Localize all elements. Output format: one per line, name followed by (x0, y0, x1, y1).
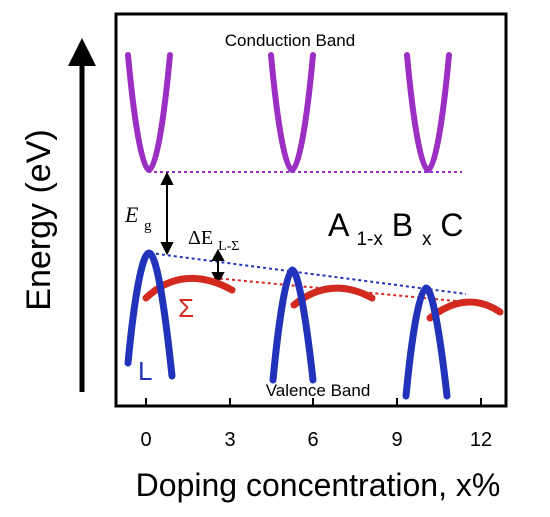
compound-formula: A 1-x B x C (328, 207, 464, 252)
compound-b-sub: x (422, 229, 432, 250)
band-gap-subscript: g (144, 218, 152, 234)
band-gap-label: E g (124, 202, 152, 234)
conduction-band-valleys (125, 52, 452, 174)
x-tick-label-9: 9 (391, 429, 402, 451)
conduction-valley-1 (125, 52, 173, 174)
x-tick-label-0: 0 (140, 429, 151, 451)
l-valley-1 (124, 249, 176, 380)
l-valleys (124, 249, 451, 400)
x-tick-label-12: 12 (470, 429, 492, 451)
band-gap-arrow (160, 171, 174, 256)
band-gap-symbol: E (124, 202, 139, 227)
energy-arrow-head (68, 38, 96, 66)
x-ticks (145, 398, 482, 406)
sigma-valley-3 (426, 298, 504, 322)
plot-frame (114, 12, 508, 408)
compound-c: C (440, 207, 463, 243)
sigma-valleys (142, 274, 504, 322)
delta-e-symbol: ΔE (188, 227, 213, 249)
y-axis-label: Energy (eV) (20, 129, 58, 310)
sigma-label: Σ (178, 293, 194, 323)
l-valley-max-line (149, 252, 467, 295)
band-gap-arrow-head-top (160, 171, 174, 185)
delta-e-label: ΔE L-Σ (188, 227, 239, 254)
compound-a: A (328, 207, 350, 243)
conduction-valley-3 (404, 52, 452, 174)
compound-b: B (392, 207, 413, 243)
l-label: L (138, 356, 152, 386)
conduction-band-label: Conduction Band (225, 31, 355, 50)
x-tick-label-3: 3 (224, 429, 235, 451)
x-axis-label: Doping concentration, x% (136, 467, 501, 503)
sigma-valley-1 (142, 274, 236, 302)
delta-e-subscript: L-Σ (218, 239, 239, 254)
delta-e-arrow-head-bottom (211, 272, 225, 285)
x-tick-label-6: 6 (307, 429, 318, 451)
conduction-valley-2 (268, 52, 316, 174)
valence-band-label: Valence Band (266, 381, 371, 400)
delta-e-arrow (211, 248, 225, 285)
compound-a-sub: 1-x (356, 229, 383, 250)
band-gap-arrow-head-bottom (160, 242, 174, 256)
delta-e-arrow-head-top (211, 248, 225, 261)
l-valley-2 (269, 266, 317, 384)
l-valley-3 (402, 284, 451, 400)
